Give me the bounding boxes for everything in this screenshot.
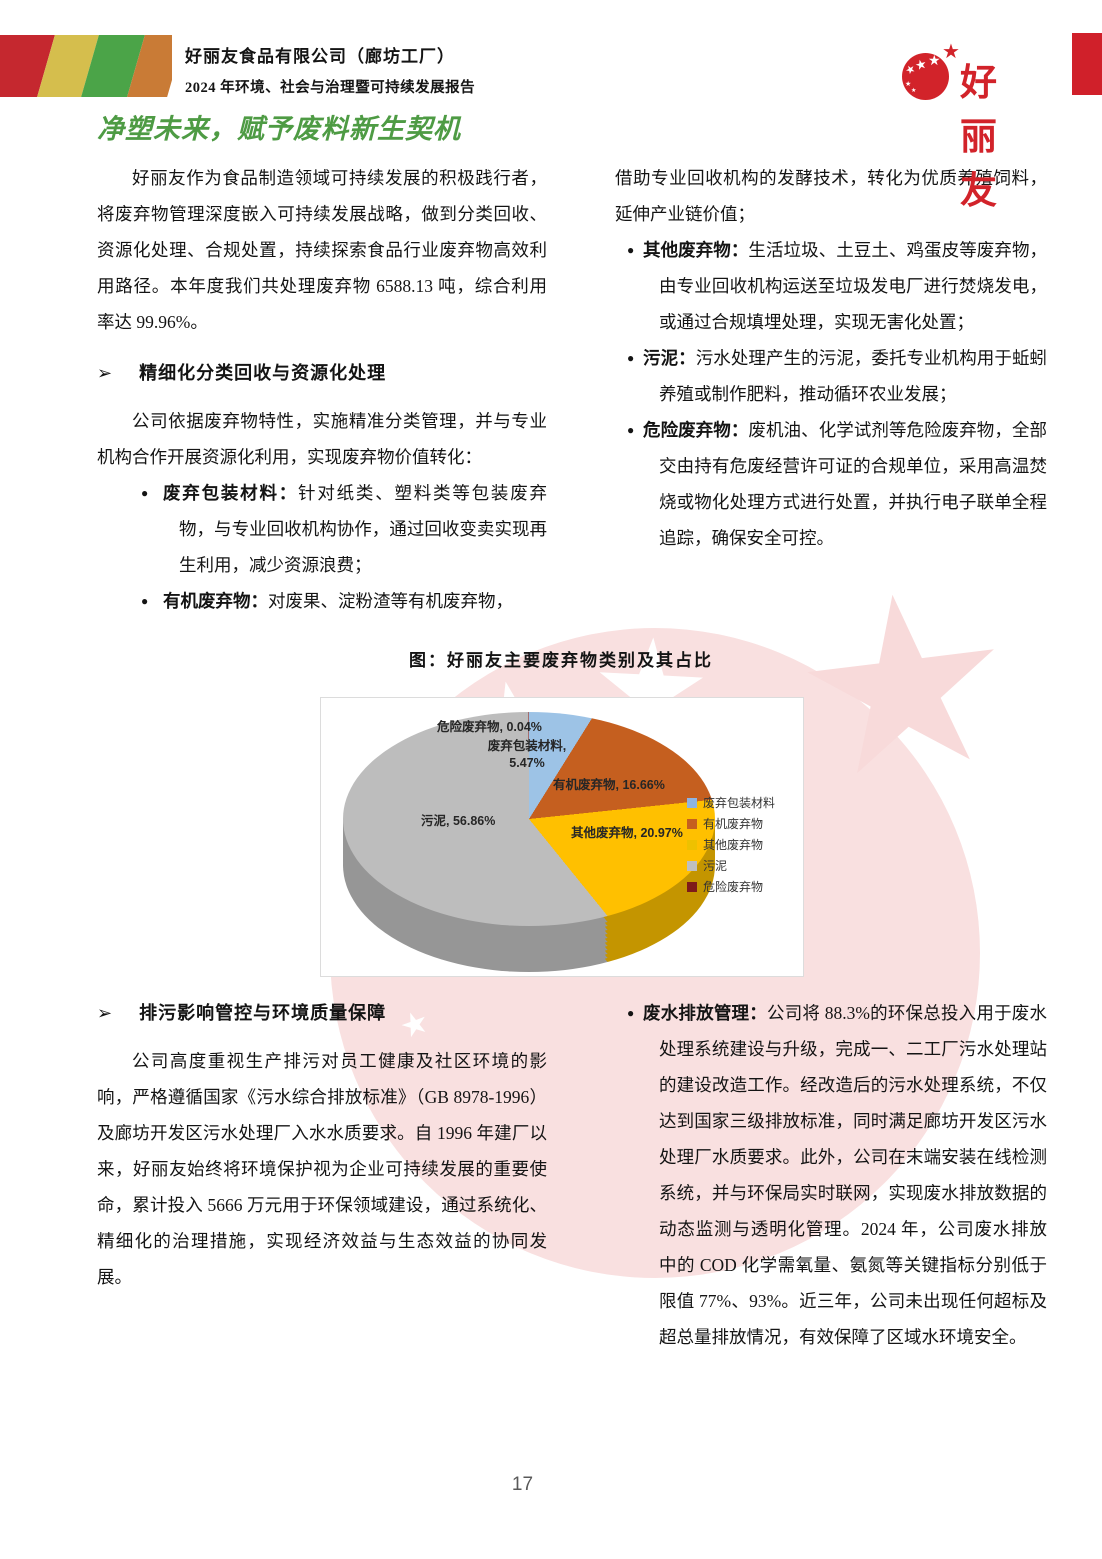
logo-ball-icon: ★ ★ ★ ★ ★ xyxy=(902,53,949,100)
page-title: 净塑未来，赋予废料新生契机 xyxy=(97,114,461,144)
wastewater-bullet-list: 废水排放管理：公司将 88.3%的环保总投入用于废水处理系统建设与升级，完成一、… xyxy=(615,995,1047,1355)
section2-heading: 排污影响管控与环境质量保障 xyxy=(97,995,547,1031)
header-text-block: 好丽友食品有限公司（廊坊工厂） 2024 年环境、社会与治理暨可持续发展报告 xyxy=(185,42,475,97)
pie-label-hazardous: 危险废弃物, 0.04% xyxy=(437,720,542,734)
legend-swatch xyxy=(687,839,697,850)
legend-item: 其他废弃物 xyxy=(687,834,775,855)
logo-star-icon: ★ xyxy=(911,88,917,94)
continuation-paragraph: 借助专业回收机构的发酵技术，转化为优质养殖饲料，延伸产业链价值； xyxy=(615,168,1047,224)
waste-bullet-list-right: 其他废弃物：生活垃圾、土豆土、鸡蛋皮等废弃物，由专业回收机构运送至垃圾发电厂进行… xyxy=(615,232,1047,556)
legend-swatch xyxy=(687,818,697,829)
bullet-text: 对废果、淀粉渣等有机废弃物， xyxy=(268,591,513,611)
list-item: 污泥：污水处理产生的污泥，委托专业机构用于蚯蚓养殖或制作肥料，推动循环农业发展； xyxy=(627,340,1048,412)
legend-label: 废弃包装材料 xyxy=(703,796,776,810)
legend-item: 污泥 xyxy=(687,855,775,876)
legend-item: 危险废弃物 xyxy=(687,876,775,897)
legend-label: 危险废弃物 xyxy=(703,880,764,894)
pie-label-organic: 有机废弃物, 16.66% xyxy=(553,778,665,792)
list-item: 危险废弃物：废机油、化学试剂等危险废弃物，全部交由持有危废经营许可证的合规单位，… xyxy=(627,412,1048,556)
list-item: 废水排放管理：公司将 88.3%的环保总投入用于废水处理系统建设与升级，完成一、… xyxy=(627,995,1048,1355)
bullet-label: 有机废弃物： xyxy=(163,591,268,611)
bullet-label: 废水排放管理： xyxy=(643,1003,767,1023)
pie-label-other: 其他废弃物, 20.97% xyxy=(571,826,683,840)
section1-heading: 精细化分类回收与资源化处理 xyxy=(97,355,547,391)
legend-label: 有机废弃物 xyxy=(703,817,764,831)
waste-bullet-list-left: 废弃包装材料：针对纸类、塑料类等包装废弃物，与专业回收机构协作，通过回收变卖实现… xyxy=(97,475,547,619)
legend-swatch xyxy=(687,860,697,871)
intro-paragraph: 好丽友作为食品制造领域可持续发展的积极践行者，将废弃物管理深度嵌入可持续发展战略… xyxy=(97,168,547,332)
chart-legend: 废弃包装材料 有机废弃物 其他废弃物 污泥 危险废弃物 xyxy=(687,792,775,897)
section2-paragraph: 公司高度重视生产排污对员工健康及社区环境的影响，严格遵循国家《污水综合排放标准》… xyxy=(97,1051,547,1287)
list-item: 废弃包装材料：针对纸类、塑料类等包装废弃物，与专业回收机构协作，通过回收变卖实现… xyxy=(141,475,548,583)
column-right-bottom: 废水排放管理：公司将 88.3%的环保总投入用于废水处理系统建设与升级，完成一、… xyxy=(615,995,1047,1355)
legend-swatch xyxy=(687,881,697,892)
waste-pie-chart: 危险废弃物, 0.04% 废弃包装材料, 5.47% 有机废弃物, 16.66%… xyxy=(320,697,804,977)
bullet-text: 废机油、化学试剂等危险废弃物，全部交由持有危废经营许可证的合规单位，采用高温焚烧… xyxy=(659,420,1048,548)
logo-star-icon: ★ xyxy=(928,54,941,69)
company-name: 好丽友食品有限公司（廊坊工厂） xyxy=(185,47,455,66)
report-title: 2024 年环境、社会与治理暨可持续发展报告 xyxy=(185,80,476,96)
logo-star-icon: ★ xyxy=(913,55,929,74)
bullet-text: 针对纸类、塑料类等包装废弃物，与专业回收机构协作，通过回收变卖实现再生利用，减少… xyxy=(179,483,548,575)
header-stripe-band xyxy=(0,35,172,97)
legend-swatch xyxy=(687,797,697,808)
section1-paragraph: 公司依据废弃物特性，实施精准分类管理，并与专业机构合作开展资源化利用，实现废弃物… xyxy=(97,411,547,467)
column-left-bottom: 排污影响管控与环境质量保障 公司高度重视生产排污对员工健康及社区环境的影响，严格… xyxy=(97,995,547,1295)
bullet-label: 危险废弃物： xyxy=(643,420,749,440)
pie-label-packaging-line2: 5.47% xyxy=(509,756,545,770)
bullet-text: 公司将 88.3%的环保总投入用于废水处理系统建设与升级，完成一、二工厂污水处理… xyxy=(659,1003,1048,1347)
page-number: 17 xyxy=(511,1474,534,1495)
bullet-label: 其他废弃物： xyxy=(643,240,749,260)
pie-label-packaging-line1: 废弃包装材料, xyxy=(487,739,567,753)
legend-item: 废弃包装材料 xyxy=(687,792,775,813)
pie-3d xyxy=(343,712,715,972)
logo-wordmark: 好丽友 xyxy=(960,62,1000,211)
list-item: 其他废弃物：生活垃圾、土豆土、鸡蛋皮等废弃物，由专业回收机构运送至垃圾发电厂进行… xyxy=(627,232,1048,340)
logo-star-icon: ★ xyxy=(905,80,912,88)
legend-label: 其他废弃物 xyxy=(703,838,764,852)
pie-label-packaging: 废弃包装材料, 5.47% xyxy=(461,738,593,772)
chart-caption: 图：好丽友主要废弃物类别及其占比 xyxy=(409,651,713,670)
legend-label: 污泥 xyxy=(703,859,728,873)
pie-top-face xyxy=(343,712,715,926)
bullet-label: 废弃包装材料： xyxy=(163,483,299,503)
column-left-top: 好丽友作为食品制造领域可持续发展的积极践行者，将废弃物管理深度嵌入可持续发展战略… xyxy=(97,160,547,619)
page-edge-red-tab xyxy=(1072,33,1102,95)
bullet-label: 污泥： xyxy=(643,348,696,368)
bullet-text: 污水处理产生的污泥，委托专业机构用于蚯蚓养殖或制作肥料，推动循环农业发展； xyxy=(659,348,1048,404)
pie-label-sludge: 污泥, 56.86% xyxy=(421,814,496,828)
list-item: 有机废弃物：对废果、淀粉渣等有机废弃物， xyxy=(141,583,547,619)
column-right-top: 借助专业回收机构的发酵技术，转化为优质养殖饲料，延伸产业链价值； 其他废弃物：生… xyxy=(615,160,1047,556)
logo-accent-star-icon: ★ xyxy=(942,41,960,63)
legend-item: 有机废弃物 xyxy=(687,813,775,834)
bullet-text: 生活垃圾、土豆土、鸡蛋皮等废弃物，由专业回收机构运送至垃圾发电厂进行焚烧发电，或… xyxy=(659,240,1048,332)
